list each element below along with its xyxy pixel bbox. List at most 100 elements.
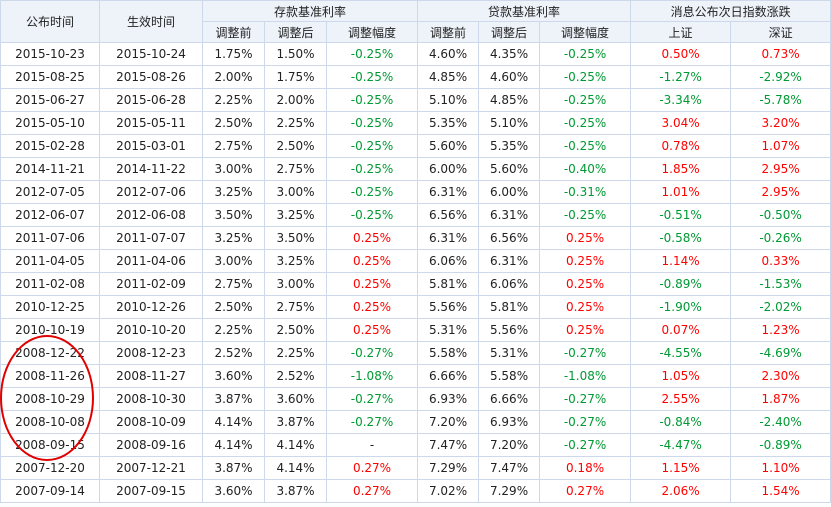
header-deposit-change: 调整幅度 — [325, 21, 419, 43]
table-row: 2015-10-23 2015-10-24 1.75% 1.50% -0.25% 4.60… — [0, 42, 831, 66]
deposit-before-cell: 2.75% — [202, 134, 265, 158]
deposit-before-cell: 1.75% — [202, 42, 265, 66]
shenzhen-change-cell: -2.40% — [730, 410, 831, 434]
loan-after-cell: 7.29% — [478, 479, 541, 503]
header-index-change: 消息公布次日指数涨跌 — [630, 0, 831, 22]
loan-before-cell: 6.31% — [417, 180, 480, 204]
shenzhen-change-cell: 1.10% — [730, 456, 831, 480]
effective-date-cell: 2008-10-30 — [99, 387, 203, 411]
deposit-change-cell: - — [325, 433, 419, 457]
effective-date-cell: 2008-11-27 — [99, 364, 203, 388]
table-row: 2008-10-29 2008-10-30 3.87% 3.60% -0.27% 6.93… — [0, 387, 831, 411]
loan-after-cell: 5.60% — [478, 157, 541, 181]
effective-date-cell: 2015-05-11 — [99, 111, 203, 135]
loan-before-cell: 6.66% — [417, 364, 480, 388]
loan-after-cell: 4.60% — [478, 65, 541, 89]
deposit-change-cell: 0.27% — [325, 456, 419, 480]
loan-after-cell: 7.47% — [478, 456, 541, 480]
loan-before-cell: 5.56% — [417, 295, 480, 319]
deposit-after-cell: 2.25% — [264, 111, 327, 135]
shanghai-change-cell: -3.34% — [630, 88, 732, 112]
deposit-after-cell: 2.52% — [264, 364, 327, 388]
table-row: 2015-05-10 2015-05-11 2.50% 2.25% -0.25% 5.35… — [0, 111, 831, 135]
deposit-after-cell: 3.00% — [264, 180, 327, 204]
announce-date-cell: 2015-05-10 — [0, 111, 100, 135]
table-body: 2015-10-23 2015-10-24 1.75% 1.50% -0.25% 4.60… — [0, 42, 831, 503]
effective-date-cell: 2007-12-21 — [99, 456, 203, 480]
loan-after-cell: 5.56% — [478, 318, 541, 342]
deposit-change-cell: -0.25% — [325, 157, 419, 181]
loan-change-cell: -0.27% — [539, 410, 632, 434]
loan-change-cell: -0.27% — [539, 433, 632, 457]
announce-date-cell: 2011-07-06 — [0, 226, 100, 250]
effective-date-cell: 2015-06-28 — [99, 88, 203, 112]
header-shenzhen: 深证 — [730, 21, 831, 43]
deposit-change-cell: -0.27% — [325, 410, 419, 434]
deposit-change-cell: 0.25% — [325, 295, 419, 319]
loan-before-cell: 5.35% — [417, 111, 480, 135]
table-row: 2008-12-22 2008-12-23 2.52% 2.25% -0.27% 5.58… — [0, 341, 831, 365]
loan-before-cell: 6.56% — [417, 203, 480, 227]
loan-after-cell: 6.66% — [478, 387, 541, 411]
loan-before-cell: 5.60% — [417, 134, 480, 158]
announce-date-cell: 2012-07-05 — [0, 180, 100, 204]
header-announce-date: 公布时间 — [0, 0, 100, 43]
loan-change-cell: -0.25% — [539, 111, 632, 135]
header-deposit-before: 调整前 — [202, 21, 265, 43]
table-row: 2008-11-26 2008-11-27 3.60% 2.52% -1.08% 6.66… — [0, 364, 831, 388]
table-row: 2008-10-08 2008-10-09 4.14% 3.87% -0.27% 7.20… — [0, 410, 831, 434]
deposit-change-cell: -0.25% — [325, 111, 419, 135]
loan-change-cell: -0.31% — [539, 180, 632, 204]
deposit-change-cell: 0.27% — [325, 479, 419, 503]
announce-date-cell: 2007-09-14 — [0, 479, 100, 503]
loan-change-cell: -0.27% — [539, 387, 632, 411]
loan-after-cell: 6.31% — [478, 203, 541, 227]
loan-after-cell: 6.00% — [478, 180, 541, 204]
shanghai-change-cell: 1.85% — [630, 157, 732, 181]
shanghai-change-cell: -0.84% — [630, 410, 732, 434]
shenzhen-change-cell: 1.07% — [730, 134, 831, 158]
deposit-before-cell: 3.25% — [202, 180, 265, 204]
shenzhen-change-cell: -2.92% — [730, 65, 831, 89]
table-row: 2015-02-28 2015-03-01 2.75% 2.50% -0.25% 5.60… — [0, 134, 831, 158]
shenzhen-change-cell: -0.50% — [730, 203, 831, 227]
loan-change-cell: -0.25% — [539, 65, 632, 89]
shanghai-change-cell: -0.89% — [630, 272, 732, 296]
loan-after-cell: 5.35% — [478, 134, 541, 158]
announce-date-cell: 2008-11-26 — [0, 364, 100, 388]
shenzhen-change-cell: 1.54% — [730, 479, 831, 503]
shenzhen-change-cell: -0.26% — [730, 226, 831, 250]
table-row: 2011-02-08 2011-02-09 2.75% 3.00% 0.25% 5.81%… — [0, 272, 831, 296]
table-row: 2012-07-05 2012-07-06 3.25% 3.00% -0.25% 6.31… — [0, 180, 831, 204]
effective-date-cell: 2012-07-06 — [99, 180, 203, 204]
loan-after-cell: 4.35% — [478, 42, 541, 66]
deposit-before-cell: 3.00% — [202, 157, 265, 181]
table-row: 2012-06-07 2012-06-08 3.50% 3.25% -0.25% 6.56… — [0, 203, 831, 227]
announce-date-cell: 2015-08-25 — [0, 65, 100, 89]
deposit-before-cell: 4.14% — [202, 410, 265, 434]
effective-date-cell: 2015-08-26 — [99, 65, 203, 89]
shanghai-change-cell: 1.05% — [630, 364, 732, 388]
announce-date-cell: 2015-10-23 — [0, 42, 100, 66]
shanghai-change-cell: 0.78% — [630, 134, 732, 158]
loan-before-cell: 7.47% — [417, 433, 480, 457]
deposit-before-cell: 2.50% — [202, 295, 265, 319]
shenzhen-change-cell: 1.23% — [730, 318, 831, 342]
shenzhen-change-cell: 2.95% — [730, 157, 831, 181]
loan-before-cell: 6.06% — [417, 249, 480, 273]
loan-change-cell: -0.27% — [539, 341, 632, 365]
header-effective-date: 生效时间 — [99, 0, 203, 43]
header-loan-after: 调整后 — [478, 21, 541, 43]
table-row: 2011-07-06 2011-07-07 3.25% 3.50% 0.25% 6.31%… — [0, 226, 831, 250]
shenzhen-change-cell: -5.78% — [730, 88, 831, 112]
loan-change-cell: 0.25% — [539, 295, 632, 319]
deposit-before-cell: 2.25% — [202, 88, 265, 112]
deposit-change-cell: -0.25% — [325, 65, 419, 89]
deposit-change-cell: 0.25% — [325, 249, 419, 273]
deposit-before-cell: 2.75% — [202, 272, 265, 296]
deposit-after-cell: 1.50% — [264, 42, 327, 66]
deposit-before-cell: 2.52% — [202, 341, 265, 365]
shenzhen-change-cell: 2.95% — [730, 180, 831, 204]
loan-after-cell: 6.56% — [478, 226, 541, 250]
